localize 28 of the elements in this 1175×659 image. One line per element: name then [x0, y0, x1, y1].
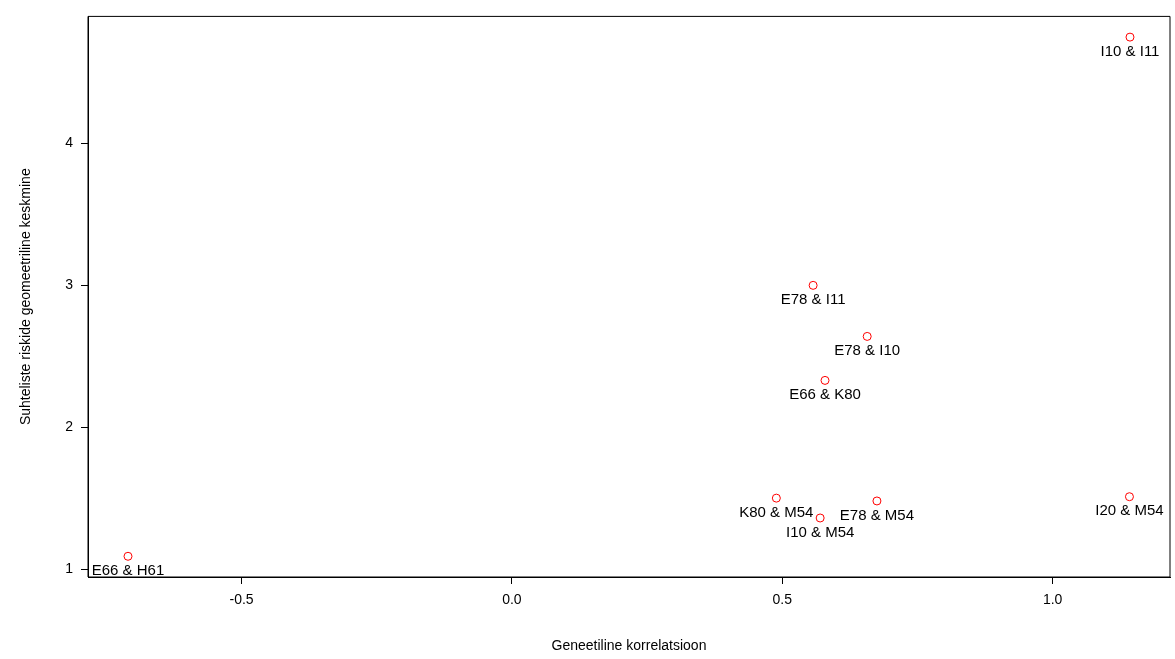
- point: [808, 280, 818, 290]
- annotation: E66 & H61: [91, 560, 165, 578]
- annotation: E78 & I11: [780, 289, 846, 307]
- x-tick-label: 0.5: [772, 591, 793, 608]
- x-tick-label: 1.0: [1042, 591, 1063, 608]
- x-axis-title: Geneetiline korrelatsioon: [551, 637, 707, 654]
- point: [815, 513, 825, 523]
- y-tick-label: 4: [65, 134, 74, 151]
- point: [123, 551, 133, 561]
- point: [820, 375, 830, 385]
- x-tick-label: -0.5: [229, 591, 254, 608]
- annotation: E78 & M54: [839, 505, 915, 523]
- annotation: K80 & M54: [739, 502, 814, 520]
- annotation: E66 & K80: [789, 385, 861, 403]
- y-axis-title: Suhteliste riskide geomeetriline keskmine: [17, 168, 34, 426]
- annotation: I10 & M54: [785, 522, 855, 540]
- y-tick-label: 1: [65, 559, 74, 576]
- annotation: E78 & I10: [834, 341, 901, 359]
- y-tick-label: 3: [65, 276, 74, 293]
- point: [872, 496, 882, 506]
- y-tick-label: 2: [65, 418, 74, 435]
- point: [1124, 492, 1134, 502]
- point: [771, 493, 781, 503]
- annotation: I10 & I11: [1100, 41, 1160, 59]
- point: [1125, 32, 1135, 42]
- x-tick-label: 0.0: [502, 591, 522, 608]
- point: [862, 331, 872, 341]
- annotation: I20 & M54: [1095, 501, 1164, 519]
